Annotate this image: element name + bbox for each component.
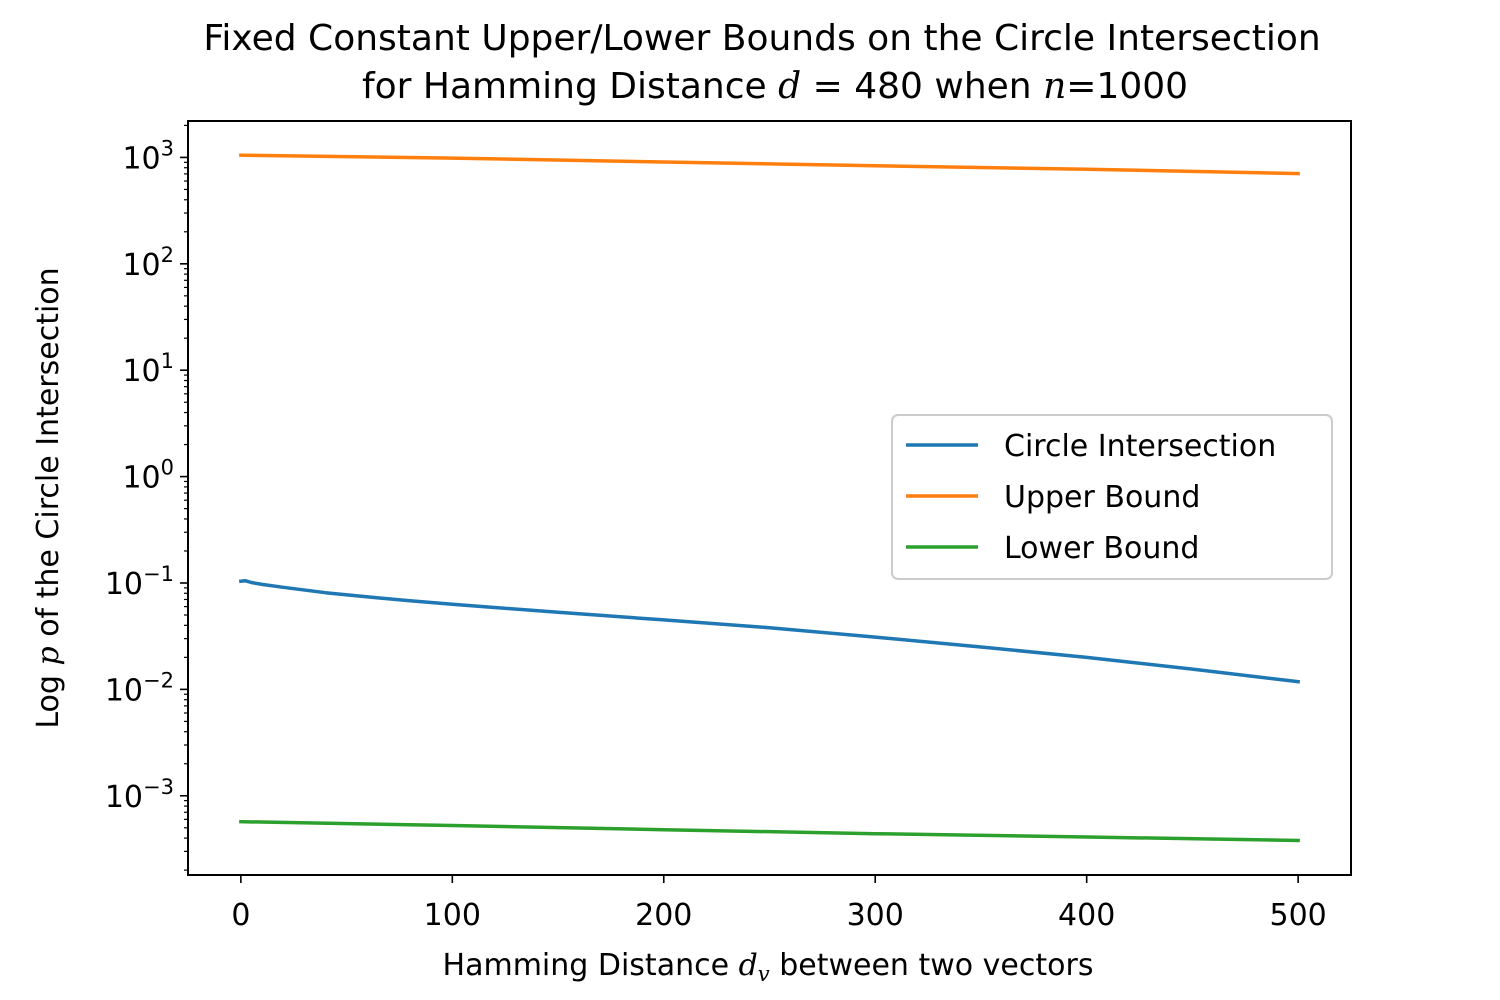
y-tick-exponent: 0: [161, 456, 174, 480]
y-tick-exponent: −3: [143, 775, 174, 799]
y-tick-base: 10: [105, 567, 143, 602]
plot-lines: [238, 153, 1301, 843]
legend-box: [891, 414, 1333, 580]
xlabel-after: between two vectors: [770, 948, 1094, 983]
title-text-after: =1000: [1066, 66, 1188, 107]
ylabel-var: p: [31, 646, 66, 665]
xlabel-var: d: [739, 948, 758, 983]
y-tick-base: 10: [105, 673, 143, 708]
ylabel-after: of the Circle Intersection: [31, 267, 66, 646]
y-tick-label: 103: [122, 136, 174, 176]
x-axis-label: Hamming Distance dv between two vectors: [443, 948, 1094, 986]
series-line-2: [239, 819, 1300, 843]
title-text-mid: = 480 when: [801, 66, 1043, 107]
series-line-1: [239, 153, 1300, 176]
x-axis-ticks: 0 100 200 300 400 500: [231, 875, 1327, 933]
y-tick-label: 10−2: [105, 668, 174, 708]
y-axis-label: Log p of the Circle Intersection: [31, 267, 66, 728]
ylabel-before: Log: [31, 666, 66, 729]
y-tick-label: 100: [122, 456, 174, 496]
y-tick-label: 101: [122, 349, 174, 389]
y-tick-base: 10: [122, 461, 160, 496]
xlabel-sub: v: [758, 962, 770, 986]
legend-label-1: Upper Bound: [1004, 480, 1200, 515]
xlabel-before: Hamming Distance: [443, 948, 739, 983]
legend-label-2: Lower Bound: [1004, 531, 1199, 566]
x-tick-label: 0: [231, 898, 250, 933]
y-tick-label: 10−3: [105, 775, 174, 815]
x-tick-label: 300: [847, 898, 904, 933]
y-tick-exponent: 1: [161, 349, 174, 373]
y-tick-base: 10: [122, 248, 160, 283]
title-var-d: d: [778, 66, 801, 107]
legend-label-0: Circle Intersection: [1004, 429, 1276, 464]
x-tick-label: 100: [424, 898, 481, 933]
chart-title-line2: for Hamming Distance d = 480 when n=1000: [362, 66, 1188, 107]
x-tick-label: 400: [1058, 898, 1115, 933]
y-tick-exponent: −2: [143, 668, 174, 692]
y-tick-exponent: −1: [143, 562, 174, 586]
x-tick-label: 200: [635, 898, 692, 933]
y-tick-base: 10: [122, 354, 160, 389]
y-tick-exponent: 3: [161, 136, 174, 160]
y-tick-label: 10−1: [105, 562, 174, 602]
chart-title-line1: Fixed Constant Upper/Lower Bounds on the…: [203, 18, 1320, 59]
y-tick-label: 102: [122, 243, 174, 283]
title-var-n: n: [1043, 66, 1066, 107]
series-line-0: [238, 578, 1301, 684]
y-tick-exponent: 2: [161, 243, 174, 267]
y-tick-base: 10: [105, 780, 143, 815]
legend: Circle Intersection Upper Bound Lower Boun…: [891, 414, 1333, 580]
y-tick-base: 10: [122, 141, 160, 176]
x-tick-label: 500: [1270, 898, 1327, 933]
title-text-before: for Hamming Distance: [362, 66, 778, 107]
plot-frame: [187, 120, 1352, 876]
